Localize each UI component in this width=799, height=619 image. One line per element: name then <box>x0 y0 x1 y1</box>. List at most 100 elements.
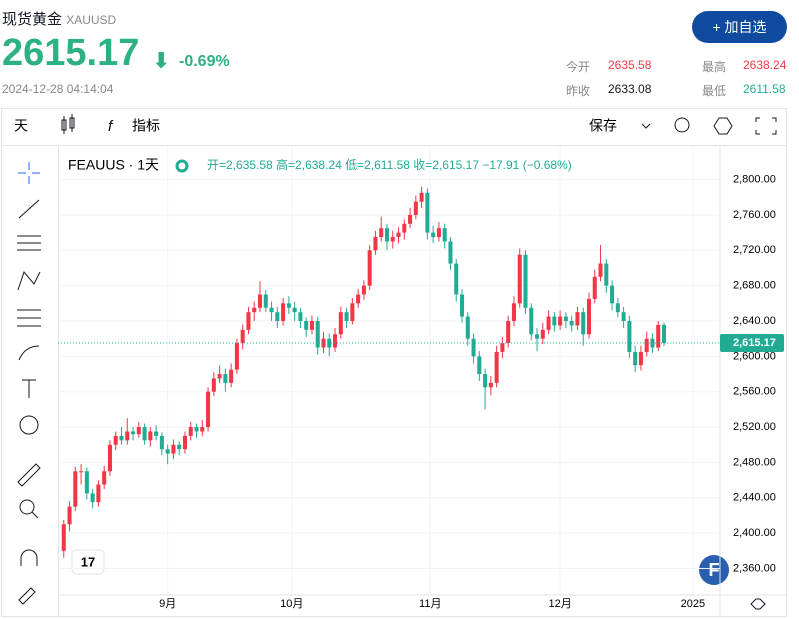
change: -0.69% <box>179 53 230 70</box>
candle-body <box>569 321 574 326</box>
drawing-tools[interactable] <box>17 162 41 605</box>
candle-body <box>84 471 89 494</box>
candle-body <box>408 214 413 224</box>
candle-body <box>604 263 609 286</box>
settings-icon[interactable] <box>713 117 733 135</box>
candle-icon[interactable] <box>61 114 75 134</box>
candle-body <box>338 312 343 335</box>
candle-body <box>263 294 268 308</box>
fullscreen-icon[interactable] <box>755 117 777 135</box>
y-tick-label: 2,720.00 <box>733 244 776 256</box>
indicators-button[interactable]: 指标 <box>132 118 160 134</box>
candle-body <box>529 307 534 335</box>
candle-body <box>390 237 395 242</box>
candle-body <box>61 524 66 551</box>
candle-body <box>107 444 112 472</box>
price: 2615.17 <box>2 32 140 74</box>
stat-value: 2611.58 <box>743 82 786 96</box>
legend-ohlc: 开=2,635.58 高=2,638.24 低=2,611.58 收=2,615… <box>207 157 572 172</box>
candle-body <box>234 343 239 370</box>
candle-body <box>125 431 130 441</box>
candle-body <box>102 471 107 485</box>
candle-body <box>506 321 511 344</box>
interval-button[interactable]: 天 <box>14 118 28 134</box>
candle-body <box>546 316 551 330</box>
candle-body <box>523 254 528 308</box>
candle-body <box>448 241 453 264</box>
x-tick-label: 10月 <box>280 598 303 610</box>
candle-body <box>459 294 465 317</box>
candle-body <box>333 334 338 348</box>
candle-body <box>131 431 136 435</box>
x-tick-label: 11月 <box>419 598 441 610</box>
candle-body <box>240 329 245 344</box>
last-price-box <box>720 333 784 352</box>
candle-body <box>194 427 199 432</box>
stat-label: 今开 <box>566 60 591 74</box>
candle-body <box>610 285 615 304</box>
candle-body <box>436 228 441 238</box>
candle-body <box>535 334 540 339</box>
candle-body <box>465 316 470 339</box>
timestamp: 2024-12-28 04:14:04 <box>2 82 114 96</box>
candle-body <box>454 263 459 295</box>
add-watchlist-button[interactable]: + 加自选 <box>692 11 787 43</box>
candle-body <box>327 338 332 348</box>
candle-body <box>367 250 372 286</box>
candle-body <box>350 303 355 322</box>
candle-body <box>402 223 407 233</box>
candle-body <box>211 378 216 392</box>
candle-body <box>206 391 211 428</box>
candle-body <box>621 312 626 322</box>
candle-body <box>142 427 147 441</box>
candle-body <box>275 312 280 322</box>
candle-body <box>592 276 597 299</box>
stat-label: 最低 <box>702 84 727 98</box>
stat-value: 2638.24 <box>743 58 787 72</box>
y-tick-label: 2,680.00 <box>733 280 776 292</box>
candle-body <box>633 351 638 366</box>
down-arrow: ⬇ <box>152 48 171 73</box>
candle-body <box>217 374 222 379</box>
candle-body <box>200 427 205 432</box>
candle-body <box>309 321 314 330</box>
legend-symbol: FEAUUS · 1天 <box>68 157 159 173</box>
title: 现货黄金 XAUUSD <box>2 8 116 29</box>
candle-body <box>384 228 389 242</box>
candle-body <box>586 298 592 335</box>
save-menu-arrow[interactable] <box>641 123 651 129</box>
chart-frame <box>1 108 787 617</box>
y-tick-label: 2,640.00 <box>733 315 776 327</box>
y-tick-label: 2,600.00 <box>733 350 776 362</box>
alert-icon[interactable] <box>674 117 690 133</box>
candle-body <box>477 356 482 375</box>
candle-body <box>90 493 95 503</box>
y-tick-label: 2,800.00 <box>733 173 776 185</box>
candle-body <box>500 343 505 352</box>
candle-body <box>148 431 153 441</box>
y-tick-label: 2,480.00 <box>733 456 776 468</box>
name: 现货黄金 <box>2 11 63 28</box>
stat-label: 昨收 <box>566 84 591 98</box>
x-tick-label: 12月 <box>549 598 572 610</box>
candle-body <box>413 201 418 215</box>
y-tick-label: 2,520.00 <box>733 421 776 433</box>
candle-body <box>304 321 309 330</box>
axis-settings-icon[interactable] <box>750 598 766 610</box>
f-badge-text: F <box>709 560 720 580</box>
last-price-label: 2,615.17 <box>733 337 776 349</box>
candle-body <box>298 312 303 322</box>
candle-body <box>119 435 124 441</box>
candle-body <box>79 471 84 473</box>
x-tick-label: 2025 <box>681 598 705 610</box>
candle-body <box>615 303 620 313</box>
candle-body <box>638 351 643 366</box>
candle-body <box>419 192 424 202</box>
fx-icon[interactable]: f <box>108 118 114 135</box>
candle-body <box>581 312 586 335</box>
save-button[interactable]: 保存 <box>589 118 617 134</box>
candle-body <box>286 303 291 308</box>
candle-body <box>292 307 297 313</box>
